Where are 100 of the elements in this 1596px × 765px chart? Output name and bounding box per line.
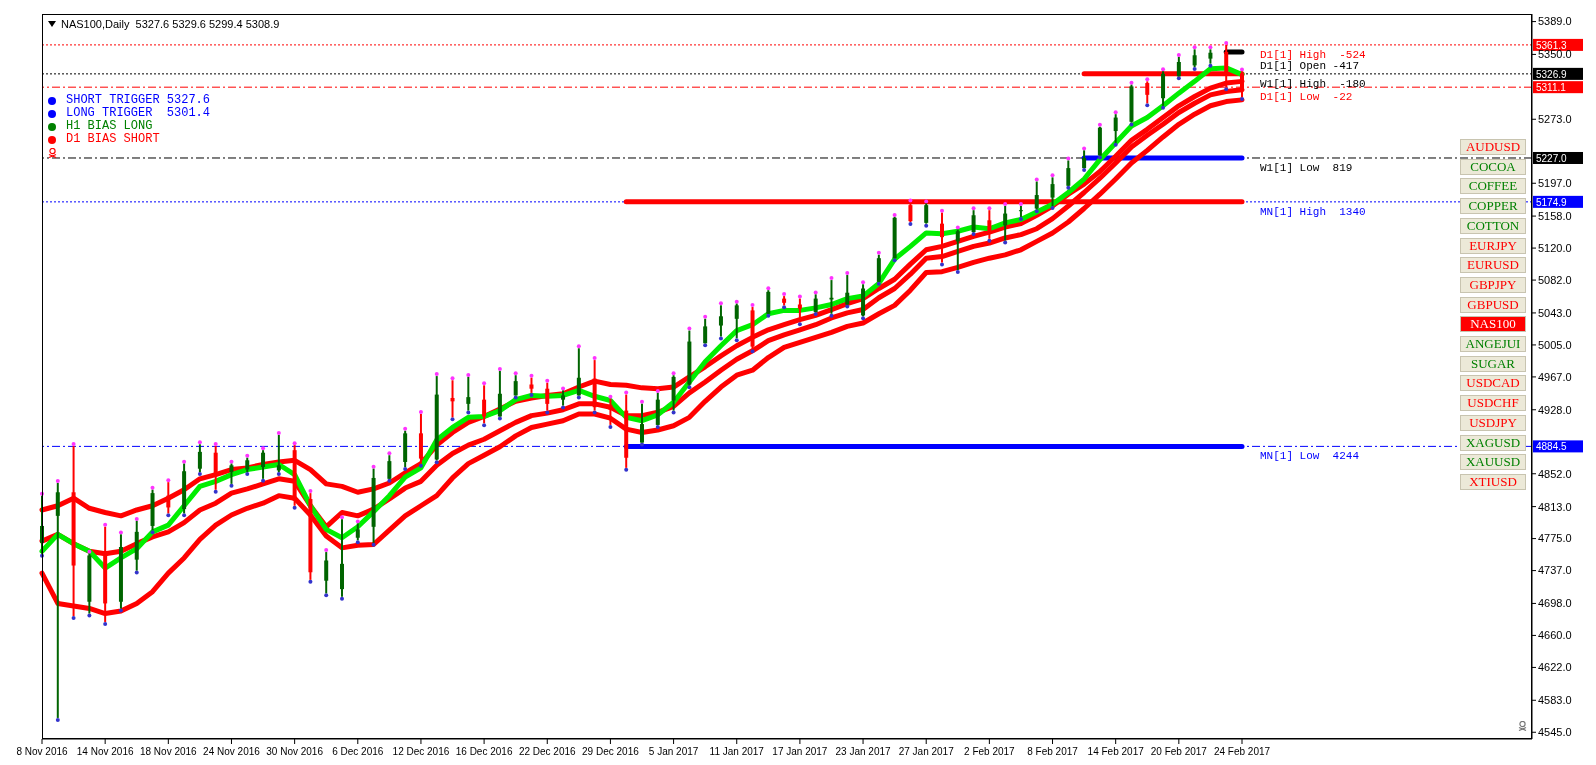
text: COPPER: [1460, 198, 1526, 215]
x-tick-label: 24 Nov 2016: [203, 746, 261, 757]
text: USDCAD: [1460, 375, 1526, 392]
candlestick: [166, 481, 171, 515]
candlestick: [734, 302, 739, 340]
candlestick: [987, 209, 992, 240]
text: USDCHF: [1460, 395, 1526, 412]
x-tick-label: 12 Dec 2016: [392, 746, 450, 757]
candlestick: [703, 317, 708, 345]
text: XTIUSD: [1460, 473, 1526, 490]
candlestick: [276, 434, 281, 474]
y-tick-label: 5082.0: [1538, 273, 1572, 286]
text: AUDUSD: [1460, 139, 1526, 155]
annotation: LONG TRIGGER 5301.4: [66, 106, 211, 120]
candlestick: [497, 370, 502, 418]
x-tick-label: 18 Nov 2016: [139, 746, 198, 757]
y-tick-label: 4660.0: [1538, 629, 1572, 642]
x-tick-label: 29 Dec 2016: [582, 746, 640, 757]
x-tick-label: 23 Jan 2017: [835, 746, 892, 757]
candlestick: [197, 443, 202, 474]
annotation: MN[1] Low 4244: [1260, 450, 1360, 463]
candlestick: [971, 209, 976, 234]
candlestick: [1018, 204, 1023, 218]
candlestick: [766, 289, 771, 315]
candlestick: [608, 397, 613, 426]
y-tick-label: 4737.0: [1538, 564, 1572, 577]
candlestick: [845, 274, 850, 306]
text: GBPUSD: [1460, 296, 1526, 313]
ref-line-label: 5361.3: [1536, 39, 1568, 51]
candlestick: [924, 202, 929, 225]
candlestick: [450, 379, 455, 419]
candlestick: [1034, 180, 1039, 211]
x-tick-label: 16 Dec 2016: [455, 746, 513, 757]
text: XAGUSD: [1460, 434, 1526, 451]
ref-line-label: 5326.9: [1536, 68, 1568, 80]
y-tick-label: 4967.0: [1538, 370, 1572, 383]
y-tick-label: 4928.0: [1538, 403, 1572, 416]
x-tick-label: 2 Feb 2017: [964, 746, 1016, 757]
candlestick: [229, 462, 234, 485]
x-tick-label: 6 Dec 2016: [332, 746, 384, 757]
text: EURUSD: [1460, 257, 1526, 274]
x-tick-label: 27 Jan 2017: [898, 746, 955, 757]
ref-line-label: 5311.1: [1536, 82, 1567, 94]
candlestick: [545, 381, 550, 412]
candlestick: [955, 228, 960, 271]
candlestick: [482, 384, 487, 425]
candlestick: [640, 402, 644, 444]
x-tick-label: 8 Feb 2017: [1027, 746, 1079, 757]
text: D1[1] Open -417: [1260, 59, 1360, 72]
x-tick-label: 8 Nov 2016: [16, 746, 69, 757]
y-tick-label: 4852.0: [1538, 467, 1572, 480]
y-tick-label: 5043.0: [1538, 306, 1572, 319]
annotation: H1 BIAS LONG: [66, 119, 153, 133]
candlestick: [1113, 113, 1118, 144]
ref-line-label: 5227.0: [1536, 152, 1568, 164]
text: GBPJPY: [1460, 276, 1526, 293]
annotation: D1[1] High -524: [1260, 48, 1366, 61]
y-tick-label: 4813.0: [1538, 500, 1572, 513]
candlestick: [671, 374, 676, 412]
text: COFFEE: [1460, 178, 1526, 195]
candlestick: [466, 375, 471, 412]
x-tick-label: 20 Feb 2017: [1150, 746, 1208, 757]
candlestick: [1066, 159, 1071, 187]
y-tick-label: 5158.0: [1538, 210, 1572, 222]
y-tick-label: 5120.0: [1538, 241, 1572, 254]
y-tick-label: 4698.0: [1538, 597, 1572, 610]
x-tick-label: 30 Nov 2016: [266, 746, 324, 757]
text: EURJPY: [1460, 237, 1526, 254]
candlestick: [387, 454, 392, 480]
y-tick-label: 4545.0: [1538, 726, 1572, 739]
chart-title: NAS100,Daily 5327.6 5329.6 5299.4 5308.9: [61, 18, 280, 30]
x-tick-label: 24 Feb 2017: [1213, 746, 1271, 757]
annotation: W1[1] High -180: [1260, 77, 1366, 90]
candlestick: [940, 211, 944, 264]
text: SUGAR: [1460, 355, 1526, 372]
annotation: MN[1] High 1340: [1260, 205, 1366, 218]
x-tick-label: 14 Nov 2016: [76, 746, 134, 757]
y-tick-label: 4622.0: [1538, 661, 1572, 674]
y-tick-label: 4775.0: [1538, 532, 1572, 545]
x-tick-label: 5 Jan 2017: [648, 746, 699, 757]
text: COTTON: [1460, 217, 1526, 234]
text: USDJPY: [1460, 414, 1526, 431]
x-tick-label: 17 Jan 2017: [772, 746, 828, 757]
y-tick-label: 5005.0: [1538, 338, 1572, 351]
x-tick-label: 11 Jan 2017: [709, 746, 765, 757]
y-tick-label: 5389.0: [1538, 15, 1572, 28]
text: COCOA: [1460, 158, 1526, 175]
text: XAUUSD: [1460, 454, 1526, 471]
candlestick: [718, 304, 723, 338]
y-tick-label: 5350.0: [1538, 48, 1572, 61]
candlestick: [55, 482, 60, 719]
candlestick: [324, 551, 329, 595]
text: NAS100: [1460, 316, 1526, 333]
annotation: SHORT TRIGGER 5327.6: [66, 93, 211, 107]
candlestick: [1003, 204, 1008, 242]
candlestick: [576, 347, 581, 397]
ref-line-label: 5174.9: [1536, 196, 1568, 208]
candlestick: [513, 374, 518, 397]
candlestick: [876, 253, 881, 283]
candlestick: [213, 444, 218, 491]
